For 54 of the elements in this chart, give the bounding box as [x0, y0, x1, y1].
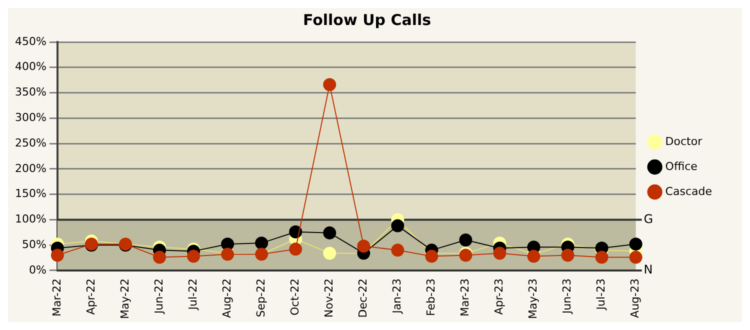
- x-tick-label: Jun-23: [560, 278, 574, 315]
- y-tick-label: 200%: [14, 162, 46, 175]
- y-tick-label: 450%: [14, 34, 46, 48]
- point: [289, 242, 302, 256]
- x-tick-label: Aug-22: [220, 278, 234, 318]
- x-tick-label: Feb-23: [424, 278, 438, 316]
- point: [187, 250, 200, 263]
- x-tick-label: Jul-22: [186, 278, 200, 311]
- x-tick-label: Mar-23: [458, 278, 472, 317]
- y-tick-label: 400%: [14, 60, 46, 74]
- x-tick-label: Sep-22: [254, 278, 268, 318]
- x-tick-label: May-23: [526, 278, 540, 319]
- x-tick-label: May-22: [118, 278, 132, 319]
- y-tick-label: 50%: [22, 238, 46, 251]
- point: [629, 250, 642, 264]
- point: [323, 246, 336, 260]
- x-tick-label: Nov-22: [322, 278, 336, 318]
- x-tick-label: Apr-23: [492, 278, 506, 315]
- x-tick-label: Aug-23: [628, 278, 642, 318]
- x-tick-label: Mar-22: [50, 278, 64, 317]
- point: [391, 244, 404, 257]
- legend-label: Office: [665, 160, 698, 173]
- point: [221, 238, 234, 251]
- point: [50, 248, 64, 262]
- y-tick-label: 100%: [14, 212, 46, 226]
- point: [561, 248, 574, 262]
- point: [391, 219, 404, 232]
- point: [629, 238, 642, 251]
- legend-label: Doctor: [665, 134, 703, 148]
- legend-label: Cascade: [665, 184, 712, 198]
- point: [323, 78, 336, 92]
- y-tick-label: 350%: [14, 86, 46, 99]
- x-tick-label: Oct-22: [288, 278, 302, 316]
- y-tick-label: 250%: [14, 136, 46, 150]
- point: [153, 250, 166, 264]
- point: [289, 225, 302, 238]
- point: [425, 250, 438, 263]
- point: [493, 246, 506, 260]
- x-tick-label: Jun-22: [152, 278, 166, 315]
- y-tick-label: 150%: [14, 187, 46, 200]
- point: [255, 236, 268, 250]
- point: [595, 250, 608, 264]
- x-tick-label: Dec-22: [356, 278, 370, 318]
- chart-title: Follow Up Calls: [302, 10, 432, 29]
- ref-line-label: G: [644, 212, 654, 226]
- x-tick-label: Jul-23: [594, 278, 608, 311]
- point: [357, 240, 370, 253]
- ref-line-label: N: [644, 262, 653, 277]
- y-tick-label: 0%: [28, 263, 46, 276]
- x-tick-label: Jan-23: [390, 278, 404, 314]
- point: [323, 226, 336, 240]
- y-tick-label: 300%: [14, 111, 46, 124]
- x-tick-label: Apr-22: [84, 278, 98, 315]
- point: [459, 234, 472, 247]
